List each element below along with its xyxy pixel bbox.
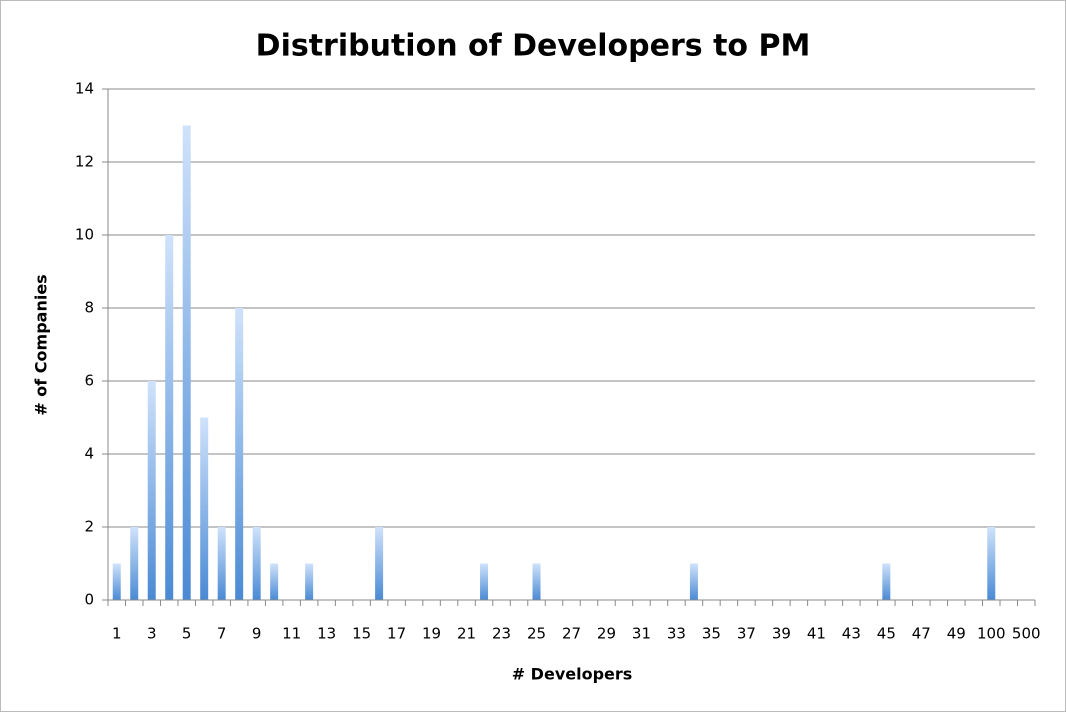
y-tick-label: 14 <box>75 80 94 98</box>
x-tick-label: 100 <box>977 625 1006 643</box>
x-tick-label: 21 <box>457 625 476 643</box>
bar <box>882 563 891 600</box>
bar <box>182 125 191 600</box>
chart-title: Distribution of Developers to PM <box>256 29 811 64</box>
x-tick-label: 33 <box>667 625 686 643</box>
x-tick-label: 15 <box>352 625 371 643</box>
bar <box>375 527 384 600</box>
x-tick-label: 9 <box>252 625 262 643</box>
x-tick-label: 500 <box>1012 625 1041 643</box>
x-tick-label: 35 <box>702 625 721 643</box>
x-tick-label: 39 <box>772 625 791 643</box>
x-tick-label: 43 <box>842 625 861 643</box>
x-tick-label: 37 <box>737 625 756 643</box>
y-tick-label: 2 <box>84 518 94 536</box>
x-tick-label: 27 <box>562 625 581 643</box>
bar <box>200 417 209 600</box>
y-tick-label: 10 <box>75 226 94 244</box>
bar <box>217 527 226 600</box>
y-tick-label: 0 <box>84 591 94 609</box>
x-tick-label: 19 <box>422 625 441 643</box>
x-tick-label: 3 <box>147 625 157 643</box>
x-tick-label: 47 <box>912 625 931 643</box>
bar <box>235 308 244 600</box>
bar <box>130 527 139 600</box>
x-tick-label: 5 <box>182 625 192 643</box>
bar <box>987 527 996 600</box>
x-tick-label: 25 <box>527 625 546 643</box>
bar <box>480 563 489 600</box>
y-tick-label: 12 <box>75 153 94 171</box>
x-tick-label: 23 <box>492 625 511 643</box>
bar <box>165 235 174 600</box>
x-tick-label: 11 <box>282 625 301 643</box>
bar <box>689 563 698 600</box>
x-tick-label: 41 <box>807 625 826 643</box>
x-tick-label: 17 <box>387 625 406 643</box>
x-tick-label: 45 <box>877 625 896 643</box>
y-axis-title: # of Companies <box>32 274 51 415</box>
x-tick-label: 31 <box>632 625 651 643</box>
bar <box>305 563 314 600</box>
x-tick-label: 7 <box>217 625 227 643</box>
x-tick-label: 1 <box>112 625 122 643</box>
x-tick-label: 29 <box>597 625 616 643</box>
y-tick-label: 6 <box>84 372 94 390</box>
bar <box>252 527 261 600</box>
bar <box>147 381 156 600</box>
y-tick-label: 8 <box>84 299 94 317</box>
x-tick-label: 13 <box>317 625 336 643</box>
bar <box>270 563 279 600</box>
x-axis-title: # Developers <box>512 665 633 684</box>
bar <box>112 563 121 600</box>
y-tick-label: 4 <box>84 445 94 463</box>
x-tick-label: 49 <box>947 625 966 643</box>
bar <box>532 563 541 600</box>
